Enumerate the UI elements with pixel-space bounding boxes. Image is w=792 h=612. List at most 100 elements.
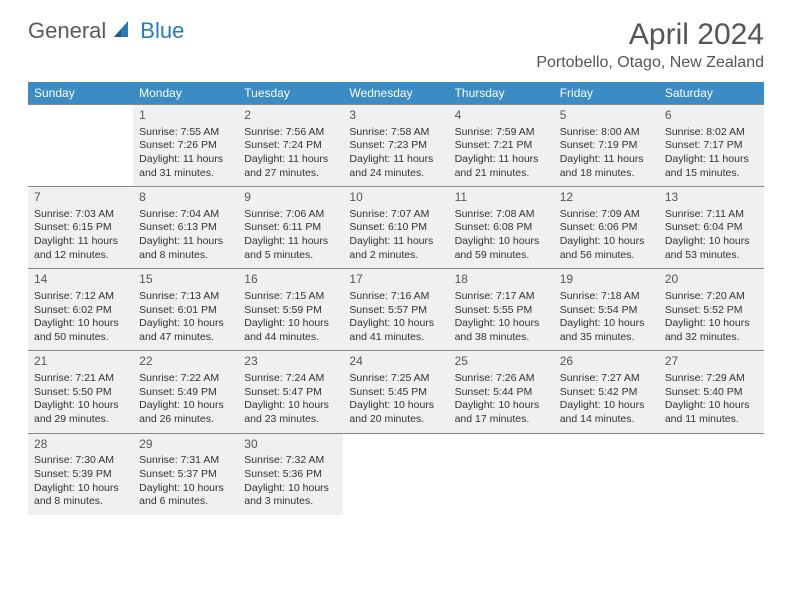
logo-text-blue: Blue — [140, 18, 184, 44]
day-header: Wednesday — [343, 82, 448, 105]
calendar-cell — [554, 433, 659, 515]
cell-line: Sunset: 5:54 PM — [560, 304, 653, 318]
calendar-cell: 15Sunrise: 7:13 AMSunset: 6:01 PMDayligh… — [133, 269, 238, 351]
day-number: 24 — [349, 354, 442, 370]
day-number: 1 — [139, 108, 232, 124]
cell-line: and 35 minutes. — [560, 331, 653, 345]
title-block: April 2024 Portobello, Otago, New Zealan… — [536, 18, 764, 72]
cell-line: Sunrise: 7:22 AM — [139, 372, 232, 386]
cell-line: Daylight: 10 hours — [34, 399, 127, 413]
day-number: 16 — [244, 272, 337, 288]
cell-line: Daylight: 11 hours — [349, 153, 442, 167]
cell-line: Daylight: 10 hours — [244, 317, 337, 331]
calendar-cell: 2Sunrise: 7:56 AMSunset: 7:24 PMDaylight… — [238, 105, 343, 187]
calendar-cell: 5Sunrise: 8:00 AMSunset: 7:19 PMDaylight… — [554, 105, 659, 187]
cell-line: Sunrise: 7:26 AM — [455, 372, 548, 386]
cell-line: Daylight: 10 hours — [560, 399, 653, 413]
calendar-cell: 14Sunrise: 7:12 AMSunset: 6:02 PMDayligh… — [28, 269, 133, 351]
day-number: 11 — [455, 190, 548, 206]
calendar-cell: 25Sunrise: 7:26 AMSunset: 5:44 PMDayligh… — [449, 351, 554, 433]
calendar-week: 1Sunrise: 7:55 AMSunset: 7:26 PMDaylight… — [28, 105, 764, 187]
day-number: 15 — [139, 272, 232, 288]
cell-line: Sunset: 5:52 PM — [665, 304, 758, 318]
cell-line: Sunset: 5:45 PM — [349, 386, 442, 400]
cell-line: Daylight: 10 hours — [34, 482, 127, 496]
day-header: Monday — [133, 82, 238, 105]
calendar-cell: 13Sunrise: 7:11 AMSunset: 6:04 PMDayligh… — [659, 187, 764, 269]
day-header: Tuesday — [238, 82, 343, 105]
cell-line: and 38 minutes. — [455, 331, 548, 345]
calendar-week: 28Sunrise: 7:30 AMSunset: 5:39 PMDayligh… — [28, 433, 764, 515]
cell-line: Sunset: 5:55 PM — [455, 304, 548, 318]
cell-line: Daylight: 10 hours — [665, 317, 758, 331]
cell-line: Sunrise: 7:06 AM — [244, 208, 337, 222]
cell-line: Sunrise: 7:21 AM — [34, 372, 127, 386]
cell-line: Sunset: 5:49 PM — [139, 386, 232, 400]
cell-line: Sunset: 6:08 PM — [455, 221, 548, 235]
cell-line: Daylight: 10 hours — [139, 482, 232, 496]
cell-line: Sunset: 6:06 PM — [560, 221, 653, 235]
cell-line: Sunrise: 7:25 AM — [349, 372, 442, 386]
cell-line: Sunset: 7:26 PM — [139, 139, 232, 153]
day-number: 9 — [244, 190, 337, 206]
cell-line: and 2 minutes. — [349, 249, 442, 263]
cell-line: Sunset: 6:04 PM — [665, 221, 758, 235]
cell-line: and 24 minutes. — [349, 167, 442, 181]
cell-line: Sunrise: 7:59 AM — [455, 126, 548, 140]
day-number: 25 — [455, 354, 548, 370]
cell-line: Daylight: 10 hours — [349, 317, 442, 331]
cell-line: Sunset: 5:47 PM — [244, 386, 337, 400]
cell-line: and 15 minutes. — [665, 167, 758, 181]
cell-line: and 32 minutes. — [665, 331, 758, 345]
cell-line: Sunrise: 7:27 AM — [560, 372, 653, 386]
calendar-cell — [449, 433, 554, 515]
calendar: SundayMondayTuesdayWednesdayThursdayFrid… — [28, 82, 764, 515]
cell-line: Daylight: 10 hours — [560, 235, 653, 249]
cell-line: and 20 minutes. — [349, 413, 442, 427]
cell-line: Daylight: 10 hours — [349, 399, 442, 413]
cell-line: Sunrise: 7:20 AM — [665, 290, 758, 304]
day-number: 5 — [560, 108, 653, 124]
cell-line: Sunset: 6:02 PM — [34, 304, 127, 318]
cell-line: Sunrise: 7:13 AM — [139, 290, 232, 304]
cell-line: Daylight: 10 hours — [244, 399, 337, 413]
cell-line: Sunset: 5:36 PM — [244, 468, 337, 482]
cell-line: and 31 minutes. — [139, 167, 232, 181]
cell-line: and 47 minutes. — [139, 331, 232, 345]
cell-line: Sunrise: 7:15 AM — [244, 290, 337, 304]
calendar-cell: 21Sunrise: 7:21 AMSunset: 5:50 PMDayligh… — [28, 351, 133, 433]
calendar-body: 1Sunrise: 7:55 AMSunset: 7:26 PMDaylight… — [28, 105, 764, 515]
cell-line: Daylight: 11 hours — [244, 153, 337, 167]
cell-line: and 5 minutes. — [244, 249, 337, 263]
calendar-cell: 23Sunrise: 7:24 AMSunset: 5:47 PMDayligh… — [238, 351, 343, 433]
cell-line: and 50 minutes. — [34, 331, 127, 345]
cell-line: Sunset: 5:50 PM — [34, 386, 127, 400]
cell-line: Sunrise: 7:08 AM — [455, 208, 548, 222]
cell-line: and 3 minutes. — [244, 495, 337, 509]
cell-line: and 12 minutes. — [34, 249, 127, 263]
day-header: Saturday — [659, 82, 764, 105]
cell-line: Daylight: 11 hours — [139, 153, 232, 167]
calendar-week: 14Sunrise: 7:12 AMSunset: 6:02 PMDayligh… — [28, 269, 764, 351]
cell-line: Sunrise: 7:04 AM — [139, 208, 232, 222]
cell-line: Sunrise: 7:09 AM — [560, 208, 653, 222]
cell-line: Sunset: 5:39 PM — [34, 468, 127, 482]
cell-line: Daylight: 10 hours — [455, 317, 548, 331]
cell-line: and 11 minutes. — [665, 413, 758, 427]
location: Portobello, Otago, New Zealand — [536, 54, 764, 72]
day-number: 4 — [455, 108, 548, 124]
cell-line: Sunset: 5:57 PM — [349, 304, 442, 318]
cell-line: Sunset: 7:24 PM — [244, 139, 337, 153]
cell-line: Daylight: 11 hours — [349, 235, 442, 249]
cell-line: Daylight: 10 hours — [139, 317, 232, 331]
cell-line: Sunrise: 7:07 AM — [349, 208, 442, 222]
calendar-cell: 22Sunrise: 7:22 AMSunset: 5:49 PMDayligh… — [133, 351, 238, 433]
cell-line: Sunset: 6:13 PM — [139, 221, 232, 235]
cell-line: and 59 minutes. — [455, 249, 548, 263]
cell-line: Daylight: 11 hours — [455, 153, 548, 167]
cell-line: and 29 minutes. — [34, 413, 127, 427]
day-header: Friday — [554, 82, 659, 105]
cell-line: Sunset: 7:21 PM — [455, 139, 548, 153]
day-number: 27 — [665, 354, 758, 370]
cell-line: Sunset: 5:59 PM — [244, 304, 337, 318]
